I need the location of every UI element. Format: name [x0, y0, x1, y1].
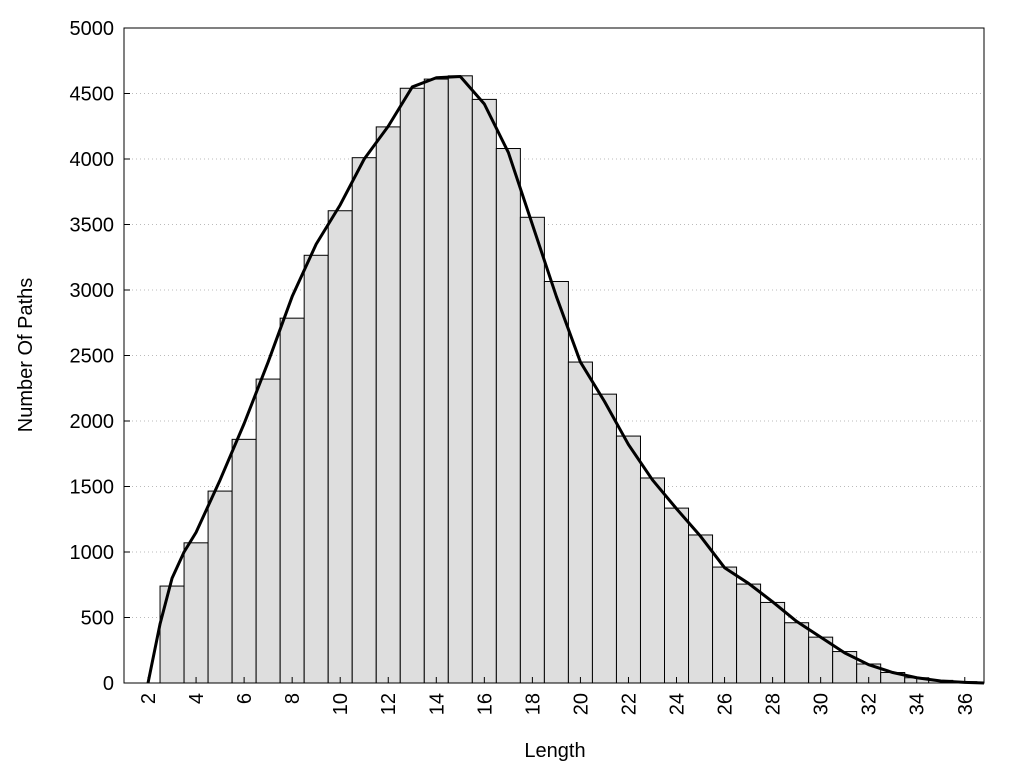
y-tick-label: 500 — [81, 608, 114, 630]
bar — [688, 534, 714, 684]
x-tick-label: 20 — [570, 693, 592, 715]
bar — [615, 435, 641, 684]
y-tick-label: 2500 — [70, 346, 115, 368]
x-tick-label: 2 — [138, 693, 160, 704]
bar — [639, 477, 666, 684]
x-tick-label: 8 — [282, 693, 304, 704]
x-tick-label: 30 — [811, 693, 833, 715]
bar — [351, 157, 377, 684]
bar — [207, 490, 233, 684]
bar — [736, 583, 762, 684]
bar — [183, 542, 209, 684]
y-tick-label: 3500 — [70, 215, 115, 237]
plot-frame — [123, 27, 985, 684]
x-axis-label: Length — [524, 740, 585, 762]
y-tick-label: 3000 — [70, 280, 115, 302]
bar — [784, 622, 810, 684]
y-tick-label: 0 — [103, 673, 114, 695]
x-tick-label: 4 — [186, 693, 208, 704]
bar — [303, 254, 329, 684]
bar — [471, 98, 497, 684]
density-curve — [146, 74, 985, 685]
bar — [760, 601, 786, 684]
x-tick-label: 18 — [522, 693, 544, 715]
x-tick-label: 6 — [234, 693, 256, 704]
bar — [712, 566, 738, 684]
x-tick-label: 10 — [330, 693, 352, 715]
bar — [159, 585, 185, 684]
bar — [231, 438, 257, 684]
y-axis-label: Number Of Paths — [15, 278, 37, 433]
x-tick-label: 32 — [859, 693, 881, 715]
bar — [664, 507, 690, 684]
bar — [255, 378, 281, 684]
bar — [543, 280, 569, 684]
bar — [519, 216, 545, 684]
x-tick-label: 24 — [667, 693, 689, 715]
x-tick-label: 34 — [907, 693, 929, 715]
y-tick-label: 1000 — [70, 542, 115, 564]
bar — [399, 87, 425, 684]
bar — [327, 210, 353, 684]
bar — [375, 126, 401, 684]
x-tick-label: 28 — [763, 693, 785, 715]
x-tick-label: 16 — [474, 693, 496, 715]
y-tick-label: 1500 — [70, 477, 115, 499]
x-tick-label: 36 — [955, 693, 977, 715]
y-tick-label: 5000 — [70, 18, 115, 40]
bar — [447, 75, 473, 684]
x-tick-label: 12 — [378, 693, 400, 715]
x-tick-label: 14 — [426, 693, 448, 715]
x-tick-label: 26 — [715, 693, 737, 715]
bar — [495, 148, 521, 684]
y-tick-label: 2000 — [70, 411, 115, 433]
bar — [567, 361, 593, 684]
bar — [279, 317, 305, 684]
x-tick-label: 22 — [618, 693, 640, 715]
y-tick-label: 4000 — [70, 149, 115, 171]
bar — [423, 78, 449, 684]
bar — [591, 393, 617, 684]
y-tick-label: 4500 — [70, 84, 115, 106]
